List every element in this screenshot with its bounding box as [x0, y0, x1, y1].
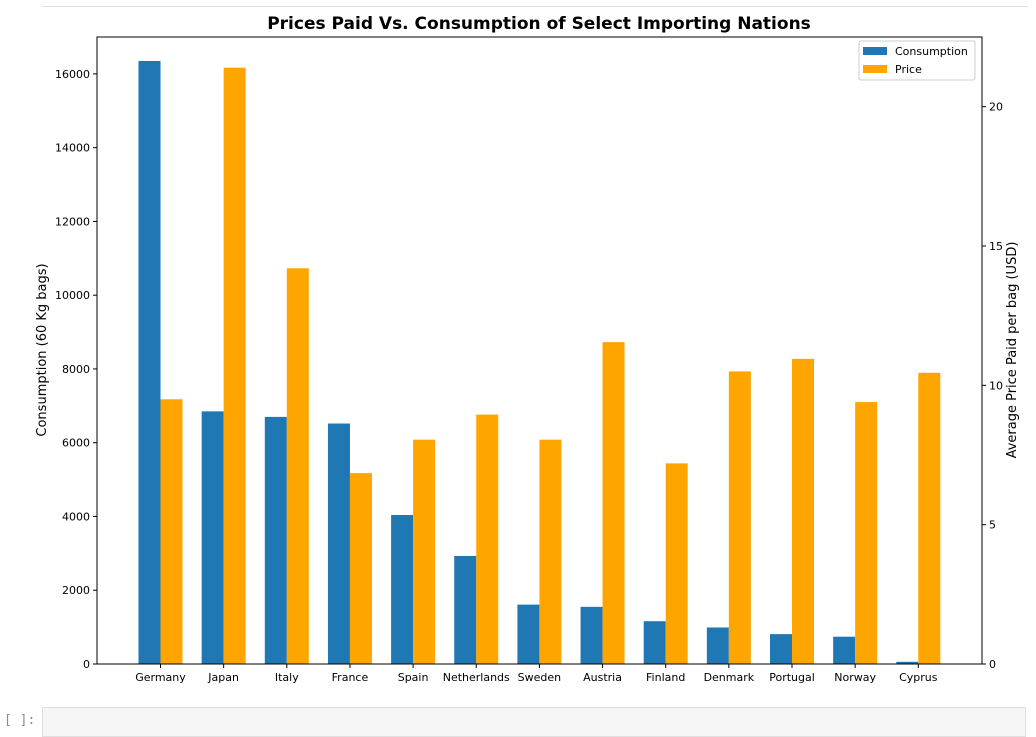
x-tick-label: Japan — [207, 671, 239, 684]
consumption-bar-germany — [138, 60, 161, 665]
y-tick-label: 6000 — [62, 437, 90, 450]
consumption-bar-portugal — [770, 634, 792, 664]
consumption-bar-spain — [391, 514, 414, 664]
code-cell-input[interactable] — [42, 707, 1026, 737]
legend-label-price: Price — [895, 63, 922, 76]
x-tick-label: Cyprus — [899, 671, 938, 684]
price-bar-france — [349, 473, 372, 664]
consumption-bar-denmark — [706, 627, 729, 664]
y-tick-label: 16000 — [55, 68, 90, 81]
y2-tick-label: 20 — [989, 101, 1003, 114]
x-tick-label: Netherlands — [443, 671, 510, 684]
y-tick-label: 14000 — [55, 142, 90, 155]
y2-tick-label: 5 — [989, 519, 996, 532]
consumption-bar-italy — [264, 416, 287, 664]
legend-swatch-price — [863, 65, 887, 73]
consumption-bar-cyprus — [896, 661, 919, 664]
legend-swatch-consumption — [863, 47, 887, 55]
y2-tick-label: 15 — [989, 240, 1003, 253]
y-tick-label: 0 — [83, 658, 90, 671]
price-bar-cyprus — [918, 372, 941, 664]
price-bar-germany — [160, 399, 183, 664]
price-bar-norway — [855, 402, 878, 664]
y2-axis-label: Average Price Paid per bag (USD) — [1005, 242, 1020, 459]
y-tick-label: 2000 — [62, 584, 90, 597]
plot-bars — [138, 60, 941, 665]
price-bar-japan — [223, 67, 246, 665]
x-tick-label: Austria — [583, 671, 622, 684]
y-tick-label: 8000 — [62, 363, 90, 376]
x-tick-label: Denmark — [704, 671, 755, 684]
x-tick-label: France — [332, 671, 369, 684]
consumption-bar-finland — [643, 621, 666, 664]
legend: Consumption Price — [858, 40, 976, 81]
y2-tick-label: 0 — [989, 658, 996, 671]
consumption-bar-france — [327, 423, 350, 664]
y-tick-label: 10000 — [55, 289, 90, 302]
price-bar-netherlands — [476, 414, 499, 664]
x-tick-label: Spain — [398, 671, 429, 684]
price-bar-spain — [413, 439, 436, 664]
right-axis-ticks: 0 5 10 15 20 — [982, 101, 1003, 671]
price-bar-sweden — [539, 439, 562, 664]
x-tick-label: Norway — [834, 671, 876, 684]
price-bar-italy — [286, 268, 309, 664]
cell-prompt: [ ]: — [4, 713, 36, 728]
consumption-bar-japan — [201, 411, 224, 664]
x-tick-label: Finland — [646, 671, 685, 684]
price-bar-denmark — [728, 371, 751, 664]
consumption-bar-austria — [580, 606, 603, 664]
legend-box — [858, 40, 976, 81]
y-axis-label: Consumption (60 Kg bags) — [35, 263, 50, 436]
chart-title: Prices Paid Vs. Consumption of Select Im… — [267, 14, 811, 34]
consumption-bar-netherlands — [454, 555, 477, 664]
y2-tick-label: 10 — [989, 379, 1003, 392]
consumption-bar-norway — [833, 636, 856, 664]
price-bar-portugal — [792, 358, 814, 664]
x-tick-label: Germany — [135, 671, 186, 684]
bar-chart: 0 2000 4000 6000 8000 10000 12000 14000 16000 0 5… — [35, 14, 1020, 684]
previous-cell-edge — [42, 0, 1028, 7]
x-tick-label: Italy — [275, 671, 299, 684]
y-tick-label: 12000 — [55, 215, 90, 228]
y-tick-label: 4000 — [62, 510, 90, 523]
x-tick-label: Portugal — [769, 671, 815, 684]
legend-label-consumption: Consumption — [895, 45, 968, 58]
consumption-bar-sweden — [517, 604, 540, 664]
price-bar-austria — [602, 342, 625, 664]
left-axis-ticks: 0 2000 4000 6000 8000 10000 12000 14000 16000 — [55, 68, 97, 671]
x-axis-ticks: Germany Japan Italy France Spain Netherlands S… — [135, 664, 938, 684]
x-tick-label: Sweden — [518, 671, 561, 684]
price-bar-finland — [665, 463, 688, 664]
